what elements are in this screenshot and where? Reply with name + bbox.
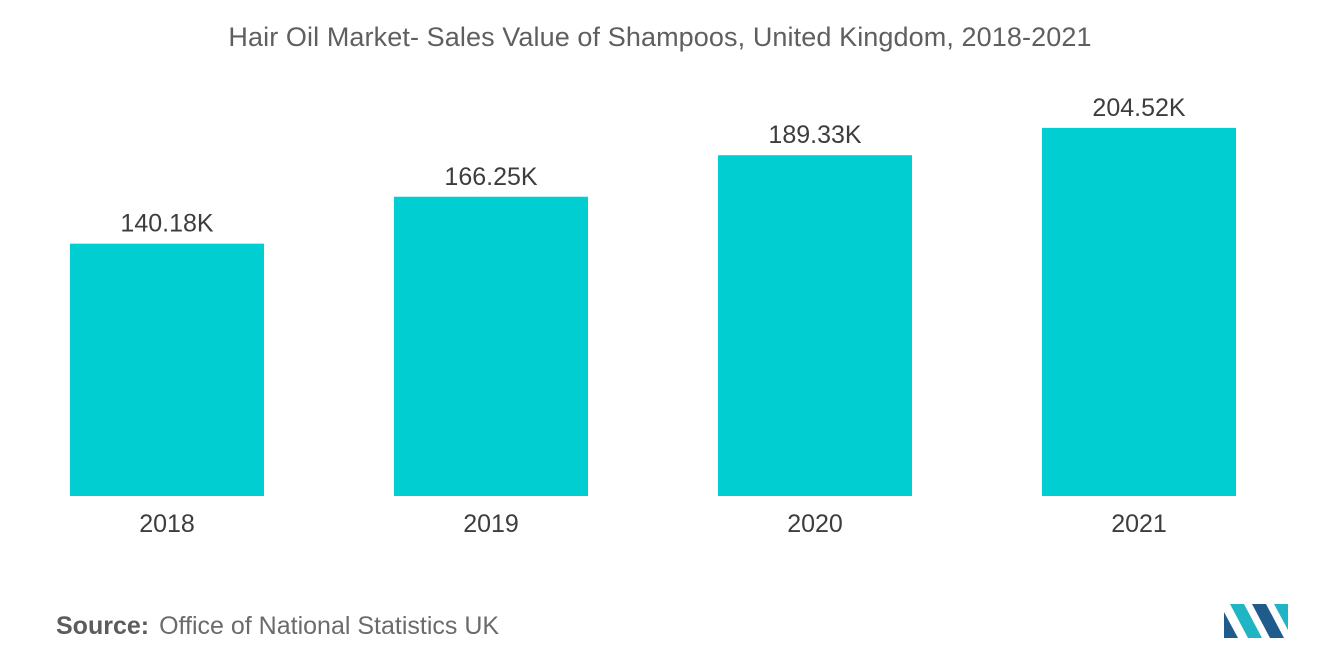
data-label-2018: 140.18K [120, 210, 213, 238]
source-note: Source: Office of National Statistics UK [56, 612, 499, 641]
bar-2021 [1042, 127, 1236, 496]
logo-mid-stroke [1230, 604, 1262, 638]
x-tick-label-2018: 2018 [139, 510, 195, 538]
x-tick-label-2020: 2020 [787, 510, 843, 538]
bar-2020 [718, 155, 912, 496]
source-label: Source: [56, 612, 150, 640]
logo-left-stroke [1224, 612, 1238, 638]
source-text: Office of National Statistics UK [159, 612, 500, 640]
data-label-2021: 204.52K [1092, 94, 1185, 122]
logo-end-stroke [1274, 604, 1288, 630]
logo-right-stroke [1252, 604, 1284, 638]
x-tick-label-2019: 2019 [463, 510, 519, 538]
data-label-2020: 189.33K [768, 121, 861, 149]
chart-title: Hair Oil Market- Sales Value of Shampoos… [228, 22, 1092, 52]
bar-2018 [70, 243, 264, 496]
x-tick-label-2021: 2021 [1111, 510, 1167, 538]
bar-chart: 140.18K 2018 166.25K 2019 189.33K 2020 204.52K… [70, 94, 1236, 538]
brand-logo-icon [1224, 604, 1288, 638]
bar-2019 [394, 196, 588, 496]
data-label-2019: 166.25K [444, 163, 537, 191]
